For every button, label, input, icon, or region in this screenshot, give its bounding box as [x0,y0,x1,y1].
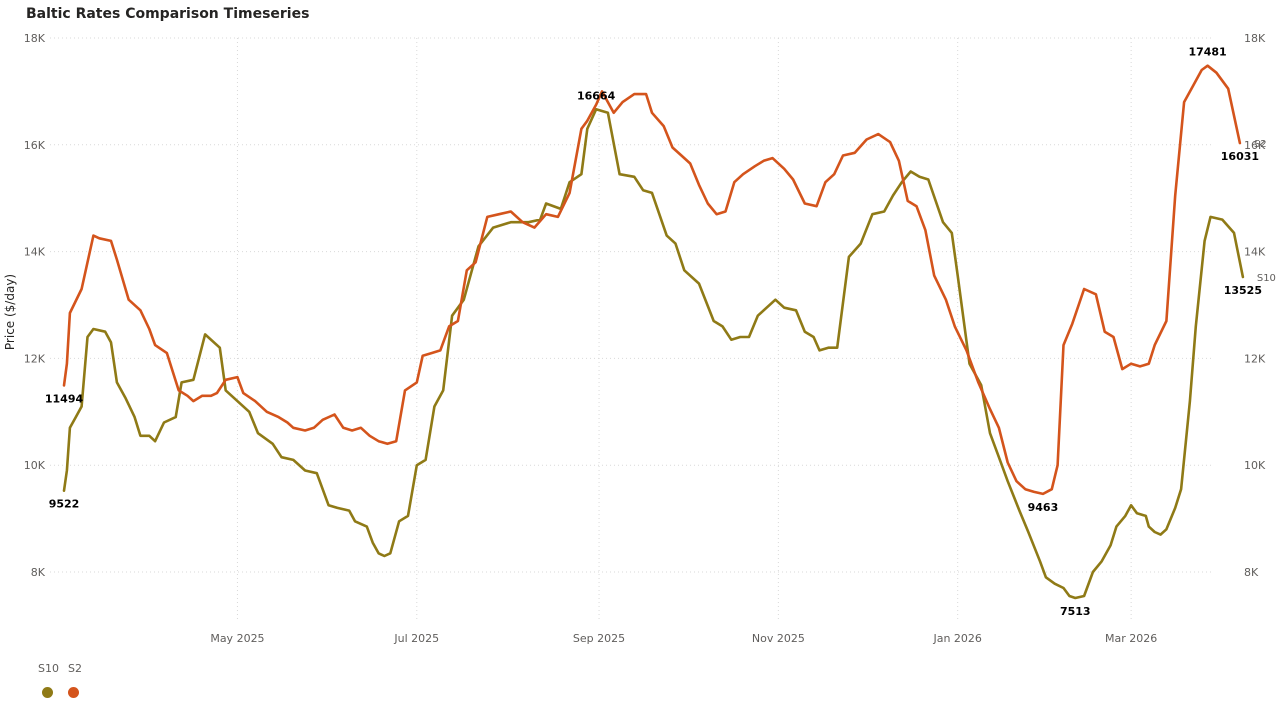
data-label: 13525 [1224,284,1262,297]
data-label: 16031 [1221,150,1259,163]
y-axis-label: Price ($/day) [3,274,17,350]
y-tick-label-left: 16K [24,139,46,152]
x-tick-label: Sep 2025 [573,632,625,645]
data-label: 7513 [1060,605,1091,618]
legend-label-s2: S2 [68,662,82,675]
legend-item-s10[interactable]: S10 [38,662,68,698]
legend-dot-s10 [42,687,53,698]
x-tick-label: May 2025 [210,632,264,645]
data-label: 9463 [1028,501,1059,514]
data-label: 9522 [49,498,80,511]
series-end-label-s10: S10 [1257,273,1276,284]
legend-label-s10: S10 [38,662,59,675]
series-line-s10 [62,108,1245,600]
legend-item-s2[interactable]: S2 [68,662,98,698]
data-label: 17481 [1188,46,1226,59]
y-tick-label-left: 8K [31,566,46,579]
x-tick-label: Nov 2025 [752,632,805,645]
legend-dot-s2 [68,687,79,698]
y-tick-label-right: 16K [1244,139,1266,152]
x-tick-label: Mar 2026 [1105,632,1157,645]
data-label: 11494 [45,392,84,405]
y-tick-label-left: 12K [24,352,46,365]
y-tick-label-left: 14K [24,246,46,259]
data-label: 16664 [577,89,616,102]
series-line-s2 [62,64,1242,496]
chart-title: Baltic Rates Comparison Timeseries [26,6,310,22]
series-end-label-s2: S2 [1254,139,1267,150]
y-tick-label-right: 10K [1244,459,1266,472]
y-tick-label-left: 18K [24,32,46,45]
y-tick-label-right: 12K [1244,352,1266,365]
y-tick-label-right: 18K [1244,32,1266,45]
y-tick-label-right: 14K [1244,246,1266,259]
x-tick-label: Jan 2026 [932,632,981,645]
x-tick-label: Jul 2025 [393,632,439,645]
y-tick-label-left: 10K [24,459,46,472]
y-tick-label-right: 8K [1244,566,1259,579]
